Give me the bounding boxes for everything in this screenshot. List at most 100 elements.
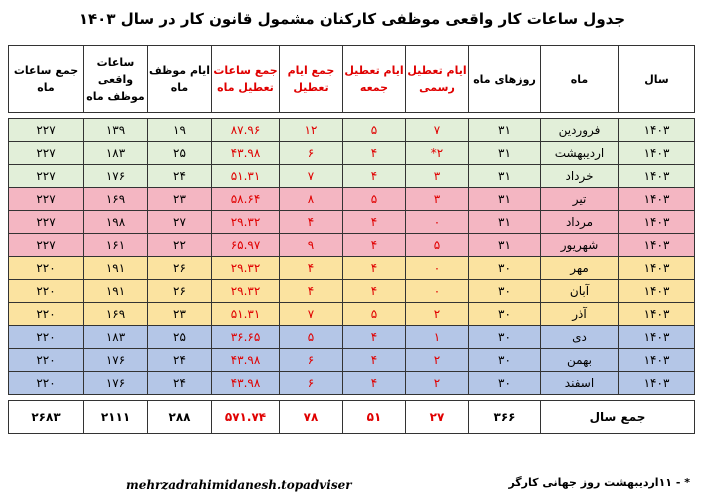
total-row: جمع سال ۳۶۶ ۲۷ ۵۱ ۷۸ ۵۷۱.۷۴ ۲۸۸ ۲۱۱۱ ۲۶۸…	[8, 400, 695, 434]
cell-days: ۳۰	[468, 256, 541, 280]
cell-month: خرداد	[540, 164, 619, 188]
cell-friday: ۵	[342, 187, 406, 211]
header-row: سال ماه روزهای ماه ایام تعطیل رسمی ایام …	[8, 45, 695, 113]
cell-year: ۱۴۰۳	[618, 187, 695, 211]
cell-official: ۲*	[405, 141, 469, 165]
table-row: ۱۴۰۳ شهریور ۳۱ ۵ ۴ ۹ ۶۵.۹۷ ۲۲ ۱۶۱ ۲۲۷	[8, 233, 695, 257]
page-title: جدول ساعات کار واقعی موظفی کارکنان مشمول…	[78, 10, 626, 28]
cell-month: بهمن	[540, 348, 619, 372]
cell-work-hours: ۱۸۳	[83, 325, 148, 349]
cell-days: ۳۱	[468, 210, 541, 234]
cell-month-hours: ۲۲۷	[8, 233, 84, 257]
cell-month-hours: ۲۲۰	[8, 371, 84, 395]
cell-month: دی	[540, 325, 619, 349]
cell-official: ۲	[405, 348, 469, 372]
cell-total-off: ۷	[279, 302, 343, 326]
cell-month-hours: ۲۲۰	[8, 302, 84, 326]
cell-month: مهر	[540, 256, 619, 280]
cell-days: ۳۰	[468, 348, 541, 372]
cell-year: ۱۴۰۳	[618, 325, 695, 349]
table-row: ۱۴۰۳ اردیبهشت ۳۱ ۲* ۴ ۶ ۴۳.۹۸ ۲۵ ۱۸۳ ۲۲۷	[8, 141, 695, 165]
cell-month: آبان	[540, 279, 619, 303]
cell-off-hours: ۳۶.۶۵	[211, 325, 280, 349]
cell-total-off: ۴	[279, 279, 343, 303]
cell-total-off: ۴	[279, 256, 343, 280]
cell-year: ۱۴۰۳	[618, 164, 695, 188]
table-row: ۱۴۰۳ آذر ۳۰ ۲ ۵ ۷ ۵۱.۳۱ ۲۳ ۱۶۹ ۲۲۰	[8, 302, 695, 326]
cell-off-hours: ۵۱.۳۱	[211, 164, 280, 188]
footnote: * - ۱۱اردیبهشت روز جهانی کارگر	[508, 476, 690, 489]
work-hours-table: سال ماه روزهای ماه ایام تعطیل رسمی ایام …	[8, 45, 695, 434]
cell-total-off: ۴	[279, 210, 343, 234]
cell-official: ۱	[405, 325, 469, 349]
table-row: ۱۴۰۳ دی ۳۰ ۱ ۴ ۵ ۳۶.۶۵ ۲۵ ۱۸۳ ۲۲۰	[8, 325, 695, 349]
cell-official: ۲	[405, 302, 469, 326]
cell-work-hours: ۱۸۳	[83, 141, 148, 165]
cell-month: اسفند	[540, 371, 619, 395]
cell-total-off: ۱۲	[279, 118, 343, 142]
cell-days: ۳۱	[468, 233, 541, 257]
table-row: ۱۴۰۳ خرداد ۳۱ ۳ ۴ ۷ ۵۱.۳۱ ۲۴ ۱۷۶ ۲۲۷	[8, 164, 695, 188]
cell-work-hours: ۱۷۶	[83, 371, 148, 395]
cell-work-days: ۲۶	[147, 279, 212, 303]
cell-total-off: ۶	[279, 348, 343, 372]
cell-official: ۰	[405, 210, 469, 234]
table-row: ۱۴۰۳ تیر ۳۱ ۳ ۵ ۸ ۵۸.۶۴ ۲۳ ۱۶۹ ۲۲۷	[8, 187, 695, 211]
table-row: ۱۴۰۳ مرداد ۳۱ ۰ ۴ ۴ ۲۹.۳۲ ۲۷ ۱۹۸ ۲۲۷	[8, 210, 695, 234]
cell-off-hours: ۴۳.۹۸	[211, 348, 280, 372]
cell-friday: ۴	[342, 141, 406, 165]
cell-work-hours: ۱۹۱	[83, 256, 148, 280]
cell-friday: ۵	[342, 302, 406, 326]
header-month: ماه	[540, 45, 619, 113]
cell-month-hours: ۲۲۰	[8, 279, 84, 303]
cell-friday: ۴	[342, 325, 406, 349]
cell-work-days: ۲۴	[147, 371, 212, 395]
cell-month-hours: ۲۲۷	[8, 118, 84, 142]
cell-off-hours: ۴۳.۹۸	[211, 371, 280, 395]
cell-work-days: ۲۳	[147, 302, 212, 326]
cell-official: ۰	[405, 256, 469, 280]
cell-days: ۳۰	[468, 325, 541, 349]
cell-year: ۱۴۰۳	[618, 256, 695, 280]
cell-total-off: ۷	[279, 164, 343, 188]
cell-year: ۱۴۰۳	[618, 141, 695, 165]
table-row: ۱۴۰۳ آبان ۳۰ ۰ ۴ ۴ ۲۹.۳۲ ۲۶ ۱۹۱ ۲۲۰	[8, 279, 695, 303]
cell-work-hours: ۱۶۱	[83, 233, 148, 257]
cell-work-days: ۲۶	[147, 256, 212, 280]
cell-days: ۳۱	[468, 141, 541, 165]
header-work-days: ایام موظف ماه	[147, 45, 212, 113]
header-year: سال	[618, 45, 695, 113]
total-official: ۲۷	[405, 400, 469, 434]
total-holiday-hours: ۵۷۱.۷۴	[211, 400, 280, 434]
cell-work-hours: ۱۷۶	[83, 164, 148, 188]
cell-month-hours: ۲۲۰	[8, 325, 84, 349]
cell-month-hours: ۲۲۰	[8, 256, 84, 280]
cell-days: ۳۱	[468, 187, 541, 211]
cell-friday: ۵	[342, 118, 406, 142]
cell-work-days: ۲۴	[147, 164, 212, 188]
cell-work-hours: ۱۶۹	[83, 187, 148, 211]
cell-total-off: ۶	[279, 141, 343, 165]
cell-total-off: ۵	[279, 325, 343, 349]
header-total-holidays: جمع ایام تعطیل	[279, 45, 343, 113]
cell-total-off: ۹	[279, 233, 343, 257]
cell-official: ۵	[405, 233, 469, 257]
cell-work-hours: ۱۶۹	[83, 302, 148, 326]
cell-month: اردیبهشت	[540, 141, 619, 165]
cell-days: ۳۰	[468, 371, 541, 395]
cell-work-days: ۲۳	[147, 187, 212, 211]
cell-month-hours: ۲۲۰	[8, 348, 84, 372]
cell-work-hours: ۱۹۸	[83, 210, 148, 234]
total-holidays: ۷۸	[279, 400, 343, 434]
total-work-days: ۲۸۸	[147, 400, 212, 434]
total-work-hours: ۲۱۱۱	[83, 400, 148, 434]
cell-month: آذر	[540, 302, 619, 326]
cell-month: فروردین	[540, 118, 619, 142]
total-friday: ۵۱	[342, 400, 406, 434]
cell-work-days: ۲۵	[147, 141, 212, 165]
cell-friday: ۴	[342, 210, 406, 234]
cell-official: ۳	[405, 187, 469, 211]
cell-work-hours: ۱۹۱	[83, 279, 148, 303]
cell-month-hours: ۲۲۷	[8, 141, 84, 165]
cell-work-days: ۲۷	[147, 210, 212, 234]
